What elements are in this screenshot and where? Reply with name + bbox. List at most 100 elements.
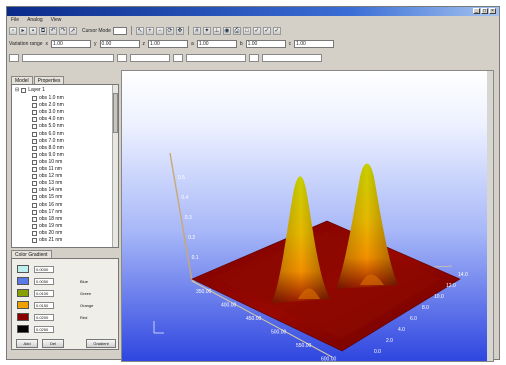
legend-value-field[interactable]: 0.0100 xyxy=(34,290,54,297)
file-icon xyxy=(32,188,37,194)
color-swatch[interactable] xyxy=(17,313,29,321)
param-field-6[interactable]: 1.00 xyxy=(294,40,335,48)
legend-value-field[interactable]: 0.0000 xyxy=(34,266,54,273)
copy-icon[interactable]: ⧉ xyxy=(39,26,47,35)
check-icon-2[interactable]: ✓ xyxy=(262,26,271,35)
option-field-1[interactable] xyxy=(22,54,114,62)
tree-item[interactable]: obs 19 nm xyxy=(32,223,62,230)
close-button[interactable]: × xyxy=(489,8,496,14)
file-icon xyxy=(32,117,37,123)
tree-item[interactable]: obs 2.0 nm xyxy=(32,102,64,109)
tree-item[interactable]: obs 17 nm xyxy=(32,209,62,216)
color-swatch[interactable] xyxy=(17,289,29,297)
tree-item[interactable]: obs 8.0 nm xyxy=(32,145,64,152)
cursor-mode-select[interactable] xyxy=(112,26,127,35)
check-icon-1[interactable]: ✓ xyxy=(252,26,261,35)
option-field-2[interactable] xyxy=(130,54,170,62)
tree-item[interactable]: obs 14 nm xyxy=(32,187,62,194)
legend-value-field[interactable]: 0.0200 xyxy=(34,314,54,321)
bump-right xyxy=(360,274,384,285)
menu-file[interactable]: File xyxy=(11,17,20,23)
option-box-2[interactable] xyxy=(117,54,127,62)
color-swatch[interactable] xyxy=(17,325,29,333)
print-icon[interactable]: ⎙ xyxy=(232,26,241,35)
tree-item[interactable]: obs 21 nm xyxy=(32,237,62,244)
arrow-icon[interactable]: ➚ xyxy=(69,26,77,35)
y-tick-label: 12.0 xyxy=(446,283,456,289)
file-icon xyxy=(32,216,37,222)
open-icon[interactable]: ▸ xyxy=(19,26,27,35)
separator xyxy=(130,26,132,35)
gradient-button[interactable]: Gradient xyxy=(86,339,116,348)
tree-item[interactable]: obs 11 nm xyxy=(32,166,62,173)
tab-color-gradient[interactable]: Color Gradient xyxy=(11,250,52,259)
pointer-icon[interactable]: ↖ xyxy=(135,26,144,35)
undo-icon[interactable]: ↶ xyxy=(49,26,57,35)
param-field-1[interactable]: 1.00 xyxy=(51,40,92,48)
pan-icon[interactable]: ✥ xyxy=(175,26,184,35)
param-field-5[interactable]: 1.00 xyxy=(245,40,286,48)
tree-item[interactable]: obs 13 nm xyxy=(32,180,62,187)
redo-icon[interactable]: ↷ xyxy=(59,26,67,35)
option-box-1[interactable] xyxy=(9,54,19,62)
legend-value-field[interactable]: 0.0250 xyxy=(34,326,54,333)
tree-item[interactable]: obs 9.0 nm xyxy=(32,152,64,159)
tree-item[interactable]: obs 15 nm xyxy=(32,194,62,201)
tree-item[interactable]: obs 18 nm xyxy=(32,216,62,223)
param-field-2[interactable]: 0.00 xyxy=(99,40,140,48)
tree-item[interactable]: obs 5.0 nm xyxy=(32,123,64,130)
menu-analog[interactable]: Analog xyxy=(27,17,43,23)
color-swatch[interactable] xyxy=(17,265,29,273)
maximize-button[interactable]: □ xyxy=(481,8,488,14)
tree-item[interactable]: obs 10 nm xyxy=(32,159,62,166)
frame-icon[interactable]: □ xyxy=(242,26,251,35)
tree-root[interactable]: ⊟ Layer 1 xyxy=(15,87,45,93)
tree-scrollbar[interactable] xyxy=(112,85,118,247)
tree-item[interactable]: obs 16 nm xyxy=(32,202,62,209)
delete-button[interactable]: Del xyxy=(42,339,64,348)
tab-model[interactable]: Model xyxy=(11,76,33,85)
new-icon[interactable]: ▫ xyxy=(9,26,17,35)
light-icon[interactable]: ✦ xyxy=(202,26,211,35)
color-swatch[interactable] xyxy=(17,301,29,309)
file-icon xyxy=(32,195,37,201)
expand-icon[interactable]: ⊟ xyxy=(15,87,20,93)
menu-bar: File Analog View xyxy=(7,16,499,24)
tree-item[interactable]: obs 7.0 nm xyxy=(32,138,64,145)
legend-value-field[interactable]: 0.0150 xyxy=(34,302,54,309)
rotate-icon[interactable]: ⟳ xyxy=(165,26,174,35)
tree-item[interactable]: obs 20 nm xyxy=(32,230,62,237)
zoom-in-icon[interactable]: + xyxy=(145,26,154,35)
tree-item[interactable]: obs 12 nm xyxy=(32,173,62,180)
menu-view[interactable]: View xyxy=(50,17,62,23)
option-field-3[interactable] xyxy=(186,54,246,62)
color-swatch[interactable] xyxy=(17,277,29,285)
minimize-button[interactable]: _ xyxy=(473,8,480,14)
tree-item-label: obs 2.0 nm xyxy=(39,102,64,109)
tree-item[interactable]: obs 1.0 nm xyxy=(32,95,64,102)
tree-root-label: Layer 1 xyxy=(28,87,45,93)
legend-value-field[interactable]: 0.0050 xyxy=(34,278,54,285)
add-button[interactable]: Add xyxy=(16,339,38,348)
view-scrollbar[interactable] xyxy=(487,71,493,361)
file-icon xyxy=(32,110,37,116)
peak-left-shade xyxy=(272,176,330,303)
tab-properties[interactable]: Properties xyxy=(33,76,65,85)
option-field-4[interactable] xyxy=(262,54,322,62)
camera-icon[interactable]: ◉ xyxy=(222,26,231,35)
tree-item[interactable]: obs 3.0 nm xyxy=(32,109,64,116)
tree-item[interactable]: obs 4.0 nm xyxy=(32,116,64,123)
param-field-4[interactable]: 1.00 xyxy=(196,40,237,48)
scroll-thumb[interactable] xyxy=(113,93,118,133)
axes-icon[interactable]: ⊥ xyxy=(212,26,221,35)
save-icon[interactable]: ▪ xyxy=(29,26,37,35)
3d-plot-view[interactable]: 0.5 0.4 0.3 0.2 0.1 350.00 400.00 450.00 500.00… xyxy=(121,70,494,362)
tree-item-label: obs 5.0 nm xyxy=(39,123,64,130)
option-box-4[interactable] xyxy=(249,54,259,62)
tree-item[interactable]: obs 6.0 nm xyxy=(32,131,64,138)
option-box-3[interactable] xyxy=(173,54,183,62)
check-icon-3[interactable]: ✓ xyxy=(272,26,281,35)
param-field-3[interactable]: 1.00 xyxy=(148,40,189,48)
zoom-out-icon[interactable]: − xyxy=(155,26,164,35)
grid-icon[interactable]: # xyxy=(192,26,201,35)
